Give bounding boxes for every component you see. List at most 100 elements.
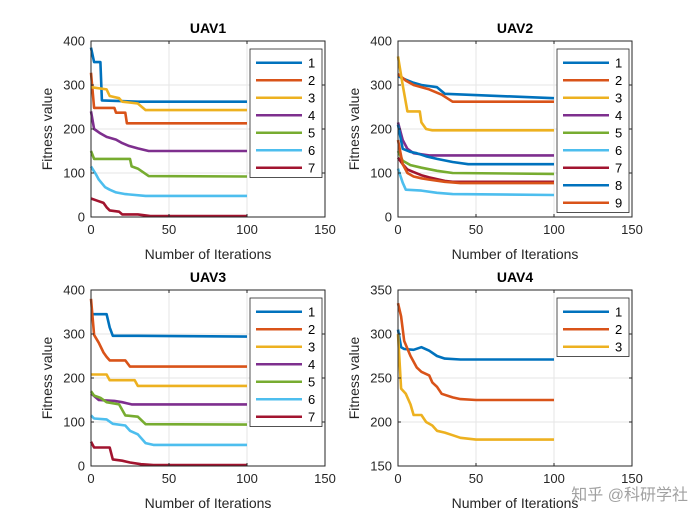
legend: 1 2 3 (556, 297, 630, 357)
x-tick-label: 100 (236, 471, 258, 486)
series-line-2 (89, 72, 247, 125)
subplot-uav2: 0 50 100 150 0 100 200 300 400 UAV2 Number of Iter… (346, 20, 643, 262)
y-tick-label: 250 (370, 371, 392, 386)
chart-title: UAV4 (497, 269, 534, 285)
y-tick-label: 300 (63, 78, 85, 93)
chart-title: UAV2 (497, 20, 534, 36)
legend: 1 2 3 4 5 6 7 8 9 (556, 48, 630, 213)
series-line-1 (89, 47, 247, 103)
series-line-6 (396, 168, 555, 197)
x-tick-label: 0 (87, 471, 94, 486)
x-tick-label: 150 (314, 471, 336, 486)
legend-label-3: 3 (308, 90, 315, 105)
y-tick-label: 100 (370, 166, 392, 181)
series-line-6 (89, 165, 247, 198)
y-tick-label: 300 (370, 78, 392, 93)
x-tick-label: 150 (621, 471, 643, 486)
series-line-3 (91, 373, 247, 388)
legend-label-3: 3 (615, 90, 622, 105)
series-line-5 (89, 150, 248, 178)
x-tick-label: 0 (394, 222, 401, 237)
x-axis-label: Number of Iterations (452, 495, 579, 511)
y-tick-label: 400 (370, 34, 392, 49)
legend-box (249, 297, 323, 427)
y-tick-label: 150 (370, 459, 392, 474)
chart-title: UAV3 (190, 269, 227, 285)
legend-label-4: 4 (615, 108, 622, 123)
x-tick-label: 50 (469, 471, 483, 486)
legend-label-3: 3 (308, 339, 315, 354)
y-tick-label: 100 (63, 166, 85, 181)
legend-label-6: 6 (615, 143, 622, 158)
legend-label-5: 5 (308, 374, 315, 389)
y-tick-label: 0 (78, 459, 85, 474)
series-line-4 (90, 392, 247, 406)
series-line-5 (89, 390, 248, 426)
legend-label-4: 4 (308, 357, 315, 372)
y-tick-label: 300 (63, 327, 85, 342)
legend-label-1: 1 (615, 55, 622, 70)
series-line-1 (91, 312, 248, 338)
series-line-3 (90, 85, 247, 112)
subplot-uav1: 0 50 100 150 0 100 200 300 400 UAV1 Number of Iter… (39, 20, 336, 262)
legend-label-7: 7 (308, 409, 315, 424)
series-line-7 (89, 441, 247, 467)
y-axis-label: Fitness value (39, 337, 55, 420)
x-axis-label: Number of Iterations (452, 246, 579, 262)
y-tick-label: 0 (78, 210, 85, 225)
series-line-1 (396, 329, 554, 361)
series-line-3 (396, 333, 554, 441)
series-line-3 (396, 56, 554, 132)
x-tick-label: 150 (314, 222, 336, 237)
legend-label-6: 6 (308, 392, 315, 407)
legend-label-2: 2 (308, 73, 315, 88)
subplot-uav4: 0 50 100 150 150 200 250 300 350 UAV4 Number of It… (346, 269, 643, 511)
x-tick-label: 100 (236, 222, 258, 237)
series-line-2 (397, 73, 554, 103)
legend-label-9: 9 (615, 195, 622, 210)
x-axis-label: Number of Iterations (145, 246, 272, 262)
series-line-4 (89, 111, 247, 153)
series-line-6 (90, 414, 247, 447)
legend-label-2: 2 (615, 73, 622, 88)
y-axis-label: Fitness value (346, 88, 362, 171)
legend-label-1: 1 (615, 304, 622, 319)
subplot-uav3: 0 50 100 150 0 100 200 300 400 UAV3 Number of Iter… (39, 269, 336, 511)
legend-label-4: 4 (308, 108, 315, 123)
legend-box (249, 48, 323, 178)
y-tick-label: 200 (63, 371, 85, 386)
series-line-2 (396, 302, 554, 402)
x-axis-label: Number of Iterations (145, 495, 272, 511)
y-tick-label: 0 (385, 210, 392, 225)
legend-label-5: 5 (615, 125, 622, 140)
series-line-7 (90, 197, 247, 218)
legend-label-1: 1 (308, 55, 315, 70)
legend-label-2: 2 (308, 322, 315, 337)
y-tick-label: 200 (370, 415, 392, 430)
x-tick-label: 100 (543, 222, 565, 237)
y-tick-label: 350 (370, 283, 392, 298)
legend-label-2: 2 (615, 322, 622, 337)
x-tick-label: 0 (87, 222, 94, 237)
watermark-text: 知乎 @科研学社 (571, 486, 688, 504)
legend-label-8: 8 (615, 178, 622, 193)
legend: 1 2 3 4 5 6 7 (249, 297, 323, 427)
chart-title: UAV1 (190, 20, 227, 36)
y-tick-label: 400 (63, 283, 85, 298)
y-axis-label: Fitness value (346, 337, 362, 420)
x-tick-label: 150 (621, 222, 643, 237)
legend-label-7: 7 (308, 160, 315, 175)
y-tick-label: 100 (63, 415, 85, 430)
legend: 1 2 3 4 5 6 7 (249, 48, 323, 178)
legend-label-6: 6 (308, 143, 315, 158)
legend-label-1: 1 (308, 304, 315, 319)
series-line-2 (89, 298, 247, 368)
x-tick-label: 100 (543, 471, 565, 486)
x-tick-label: 50 (162, 222, 176, 237)
y-tick-label: 400 (63, 34, 85, 49)
series-line-9 (396, 139, 554, 185)
x-tick-label: 0 (394, 471, 401, 486)
series-line-8 (396, 124, 554, 166)
x-tick-label: 50 (162, 471, 176, 486)
